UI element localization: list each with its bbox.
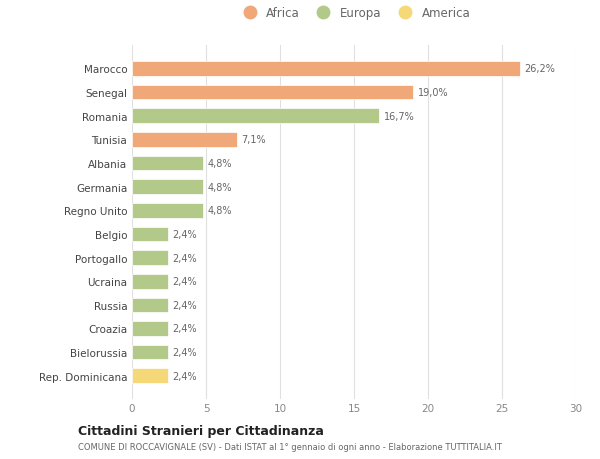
Bar <box>132 274 167 289</box>
Bar <box>132 85 413 100</box>
Bar <box>132 298 167 313</box>
Text: 2,4%: 2,4% <box>172 347 197 358</box>
Text: 4,8%: 4,8% <box>208 182 232 192</box>
Text: 4,8%: 4,8% <box>208 206 232 216</box>
Text: 2,4%: 2,4% <box>172 230 197 240</box>
Text: 2,4%: 2,4% <box>172 371 197 381</box>
Text: 19,0%: 19,0% <box>418 88 448 98</box>
Bar <box>132 227 167 242</box>
Text: Cittadini Stranieri per Cittadinanza: Cittadini Stranieri per Cittadinanza <box>78 424 324 437</box>
Text: 16,7%: 16,7% <box>383 112 415 122</box>
Text: 7,1%: 7,1% <box>242 135 266 145</box>
Bar <box>132 321 167 336</box>
Text: COMUNE DI ROCCAVIGNALE (SV) - Dati ISTAT al 1° gennaio di ogni anno - Elaborazio: COMUNE DI ROCCAVIGNALE (SV) - Dati ISTAT… <box>78 442 502 451</box>
Text: 2,4%: 2,4% <box>172 300 197 310</box>
Bar <box>132 157 203 171</box>
Bar <box>132 369 167 383</box>
Bar <box>132 251 167 265</box>
Text: 26,2%: 26,2% <box>524 64 555 74</box>
Bar <box>132 180 203 195</box>
Bar <box>132 62 520 77</box>
Bar <box>132 133 237 147</box>
Text: 4,8%: 4,8% <box>208 159 232 168</box>
Bar <box>132 345 167 360</box>
Text: 2,4%: 2,4% <box>172 277 197 286</box>
Bar <box>132 109 379 124</box>
Text: 2,4%: 2,4% <box>172 324 197 334</box>
Bar <box>132 203 203 218</box>
Legend: Africa, Europa, America: Africa, Europa, America <box>233 2 475 25</box>
Text: 2,4%: 2,4% <box>172 253 197 263</box>
